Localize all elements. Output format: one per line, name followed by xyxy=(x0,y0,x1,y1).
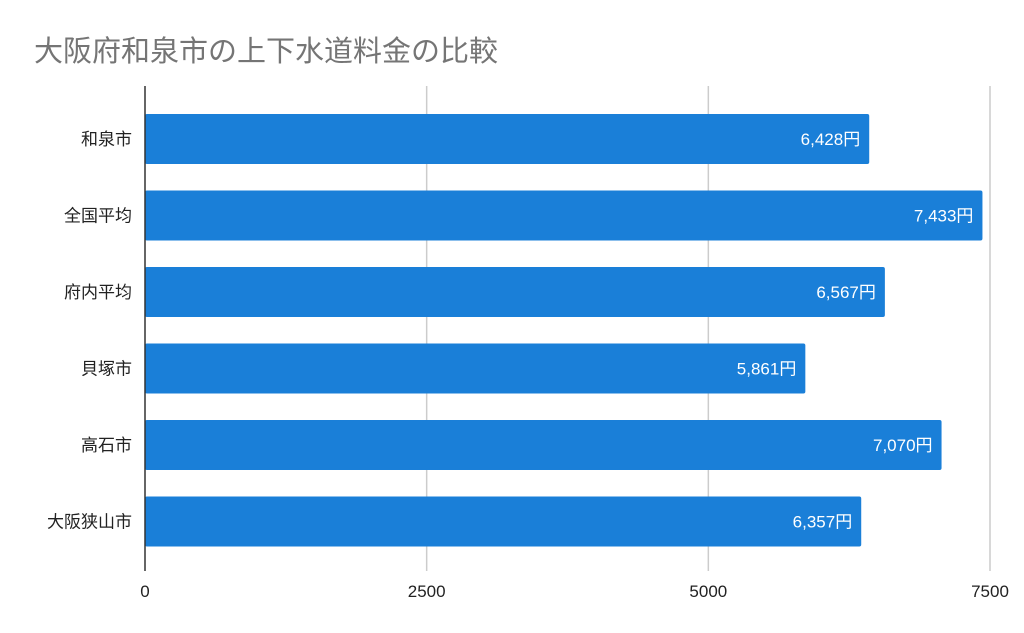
chart-title: 大阪府和泉市の上下水道料金の比較 xyxy=(34,34,499,68)
x-tick-2500: 2500 xyxy=(408,582,446,601)
x-tick-5000: 5000 xyxy=(689,582,727,601)
bar-府内平均 xyxy=(145,267,885,317)
value-label-和泉市: 6,428円 xyxy=(801,130,861,149)
value-label-府内平均: 6,567円 xyxy=(816,283,876,302)
value-label-貝塚市: 5,861円 xyxy=(737,360,797,379)
grid-lines xyxy=(425,86,991,571)
bar-和泉市 xyxy=(145,114,870,164)
category-label-貝塚市: 貝塚市 xyxy=(81,360,132,380)
bar-貝塚市 xyxy=(145,343,806,394)
value-label-全国平均: 7,433円 xyxy=(914,207,974,226)
category-label-府内平均: 府内平均 xyxy=(64,283,132,303)
category-label-和泉市: 和泉市 xyxy=(81,130,132,150)
category-label-高石市: 高石市 xyxy=(81,436,132,456)
x-tick-0: 0 xyxy=(140,582,149,601)
value-labels: 6,428円 7,433円 6,567円 5,861円 7,070円 6,357円 xyxy=(737,130,974,532)
category-label-全国平均: 全国平均 xyxy=(64,207,132,227)
value-label-大阪狭山市: 6,357円 xyxy=(793,513,853,532)
x-tick-labels: 0 2500 5000 7500 xyxy=(140,582,1009,601)
bars xyxy=(145,114,983,547)
bar-高石市 xyxy=(145,420,942,470)
bar-全国平均 xyxy=(145,190,983,241)
category-label-大阪狭山市: 大阪狭山市 xyxy=(47,513,132,533)
x-tick-7500: 7500 xyxy=(971,582,1009,601)
value-label-高石市: 7,070円 xyxy=(873,436,933,455)
bar-大阪狭山市 xyxy=(145,496,862,547)
